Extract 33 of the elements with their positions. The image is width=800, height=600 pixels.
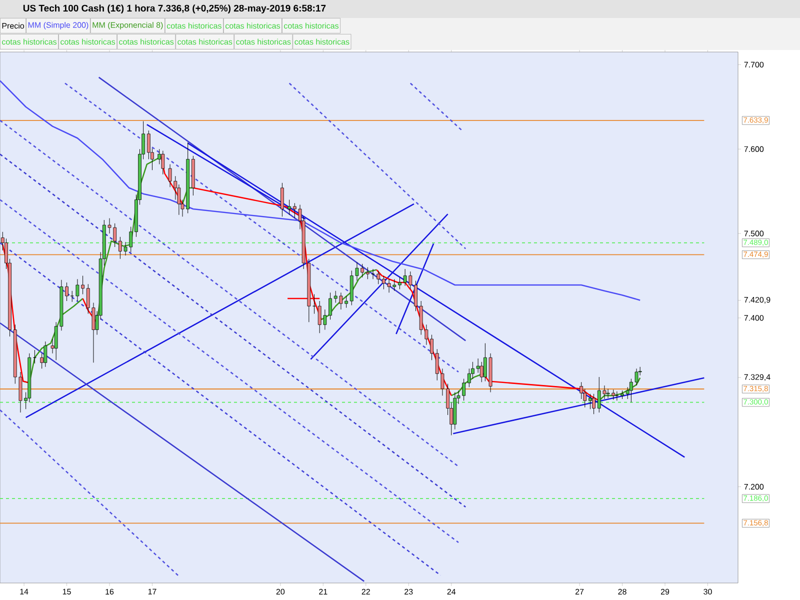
x-tick-label: 14 [20, 588, 28, 594]
y-tick-label: 7.500 [744, 230, 764, 236]
text: Precio [2, 22, 24, 29]
y-tick-label: 7.200 [744, 484, 764, 490]
x-tick-label: 28 [618, 588, 626, 595]
text: cotas historicas [60, 38, 116, 45]
chart-title: US Tech 100 Cash (1€) 1 hora 7.336,8 (+0,25%) 28-may-2019 6:58:17 [23, 4, 326, 14]
x-tick-label: 21 [319, 588, 328, 594]
x-tick-label: 29 [660, 588, 670, 595]
x-tick-label: 23 [404, 588, 413, 595]
x-tick-label: 30 [704, 588, 712, 595]
text: cotas historicas [225, 22, 280, 29]
text: cotas historicas [166, 22, 222, 29]
text: cotas historicas [119, 38, 174, 45]
y-tick-label: 7.700 [744, 62, 764, 68]
text: cotas historicas [2, 38, 57, 45]
text: MM (Exponencial 8) [92, 22, 163, 30]
y-tick-label: 7.400 [744, 315, 764, 321]
x-tick-label: 16 [106, 588, 114, 595]
y-tick-label: 7.600 [744, 146, 764, 152]
y-tick-label: 7.420,9 [744, 296, 770, 304]
x-tick-label: 24 [447, 588, 456, 594]
x-tick-label: 27 [576, 588, 584, 594]
text: cotas historicas [294, 38, 350, 45]
text: cotas historicas [236, 38, 291, 45]
x-tick-label: 20 [276, 588, 285, 595]
x-tick-label: 22 [362, 588, 370, 594]
x-tick-label: 17 [148, 588, 156, 594]
text: cotas historicas [284, 22, 339, 29]
y-tick-label: 7.329,4 [744, 374, 770, 381]
x-tick-label: 15 [62, 588, 71, 594]
text: MM (Simple 200) [28, 22, 88, 30]
text: cotas historicas [178, 38, 232, 45]
